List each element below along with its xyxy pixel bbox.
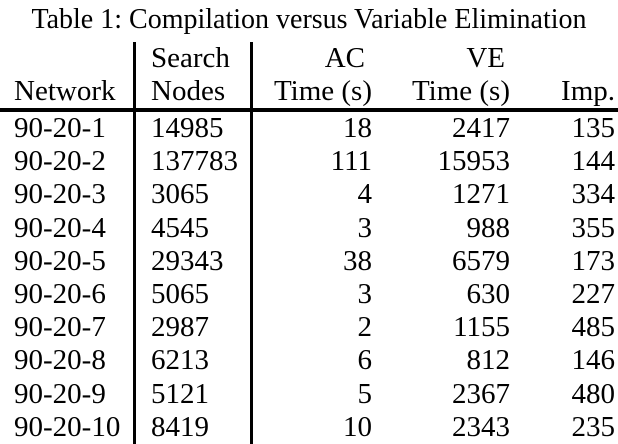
header-ve: VE bbox=[466, 42, 505, 74]
table-cell-ac: 10 bbox=[343, 410, 372, 443]
table-caption: Table 1: Compilation versus Variable Eli… bbox=[31, 4, 587, 35]
table-cell-imp: 144 bbox=[571, 145, 616, 178]
table-cell-ve: 630 bbox=[466, 277, 511, 310]
table-cell-ve: 2417 bbox=[452, 112, 510, 144]
table-cell-ac: 3 bbox=[357, 277, 373, 310]
table-cell-ve: 1271 bbox=[452, 178, 510, 211]
table-cell-network: 90-20-5 bbox=[0, 244, 136, 278]
data-table: Search AC VE Network Nodes Time (s) Time… bbox=[0, 42, 618, 444]
table-cell-nodes: 8419 bbox=[136, 410, 253, 444]
table-cell-nodes: 3065 bbox=[136, 178, 253, 212]
header-ac-time: Time (s) bbox=[273, 75, 372, 107]
table-cell-ve: 6579 bbox=[452, 244, 510, 277]
header-ve-time: Time (s) bbox=[411, 75, 510, 107]
table-cell-network: 90-20-10 bbox=[0, 410, 136, 444]
header-imp: Imp. bbox=[561, 75, 615, 107]
header-network-spacer bbox=[0, 42, 136, 75]
table-cell-ve: 2343 bbox=[452, 410, 510, 443]
header-network: Network bbox=[0, 75, 136, 108]
table-cell-network: 90-20-2 bbox=[0, 145, 136, 179]
table-cell-network: 90-20-4 bbox=[0, 211, 136, 245]
table-cell-imp: 235 bbox=[571, 410, 616, 443]
table-cell-network: 90-20-8 bbox=[0, 344, 136, 378]
table-cell-ve: 2367 bbox=[452, 377, 510, 410]
table-cell-nodes: 4545 bbox=[136, 211, 253, 245]
table-cell-nodes: 6213 bbox=[136, 344, 253, 378]
table-cell-imp: 355 bbox=[571, 211, 616, 244]
table-cell-ac: 2 bbox=[357, 311, 373, 344]
table-cell-ac: 3 bbox=[357, 211, 373, 244]
table-cell-nodes: 5065 bbox=[136, 277, 253, 312]
table-cell-ve: 1155 bbox=[453, 311, 510, 344]
header-nodes: Nodes bbox=[136, 75, 253, 108]
table-cell-nodes: 5121 bbox=[136, 377, 253, 411]
table-cell-network: 90-20-1 bbox=[0, 112, 136, 146]
table-cell-ac: 4 bbox=[357, 178, 373, 211]
header-ac: AC bbox=[324, 42, 365, 74]
table-cell-imp: 480 bbox=[571, 377, 616, 410]
table-cell-imp: 135 bbox=[571, 112, 616, 144]
table-cell-ac: 18 bbox=[343, 112, 372, 144]
table-cell-ve: 15953 bbox=[437, 145, 511, 178]
table-cell-ac: 38 bbox=[343, 244, 372, 277]
table-cell-imp: 227 bbox=[571, 277, 616, 310]
header-search: Search bbox=[136, 42, 253, 75]
table-cell-network: 90-20-7 bbox=[0, 311, 136, 345]
table-cell-imp: 485 bbox=[571, 311, 616, 344]
table-cell-ac: 111 bbox=[330, 145, 372, 178]
table-cell-ve: 988 bbox=[466, 211, 511, 244]
table-cell-network: 90-20-3 bbox=[0, 178, 136, 212]
table-cell-nodes: 29343 bbox=[136, 244, 253, 278]
table-cell-ac: 5 bbox=[357, 377, 373, 410]
table-cell-nodes: 137783 bbox=[136, 145, 253, 179]
table-cell-imp: 146 bbox=[571, 344, 616, 377]
table-cell-ac: 6 bbox=[357, 344, 373, 377]
header-rule bbox=[0, 108, 618, 112]
table-cell-nodes: 2987 bbox=[136, 311, 253, 345]
table-cell-network: 90-20-6 bbox=[0, 277, 136, 312]
table-cell-nodes: 14985 bbox=[136, 112, 253, 146]
table-cell-network: 90-20-9 bbox=[0, 377, 136, 411]
table-cell-imp: 173 bbox=[571, 244, 616, 277]
header-imp-spacer bbox=[521, 42, 618, 75]
table-cell-imp: 334 bbox=[571, 178, 616, 211]
table-cell-ve: 812 bbox=[466, 344, 511, 377]
